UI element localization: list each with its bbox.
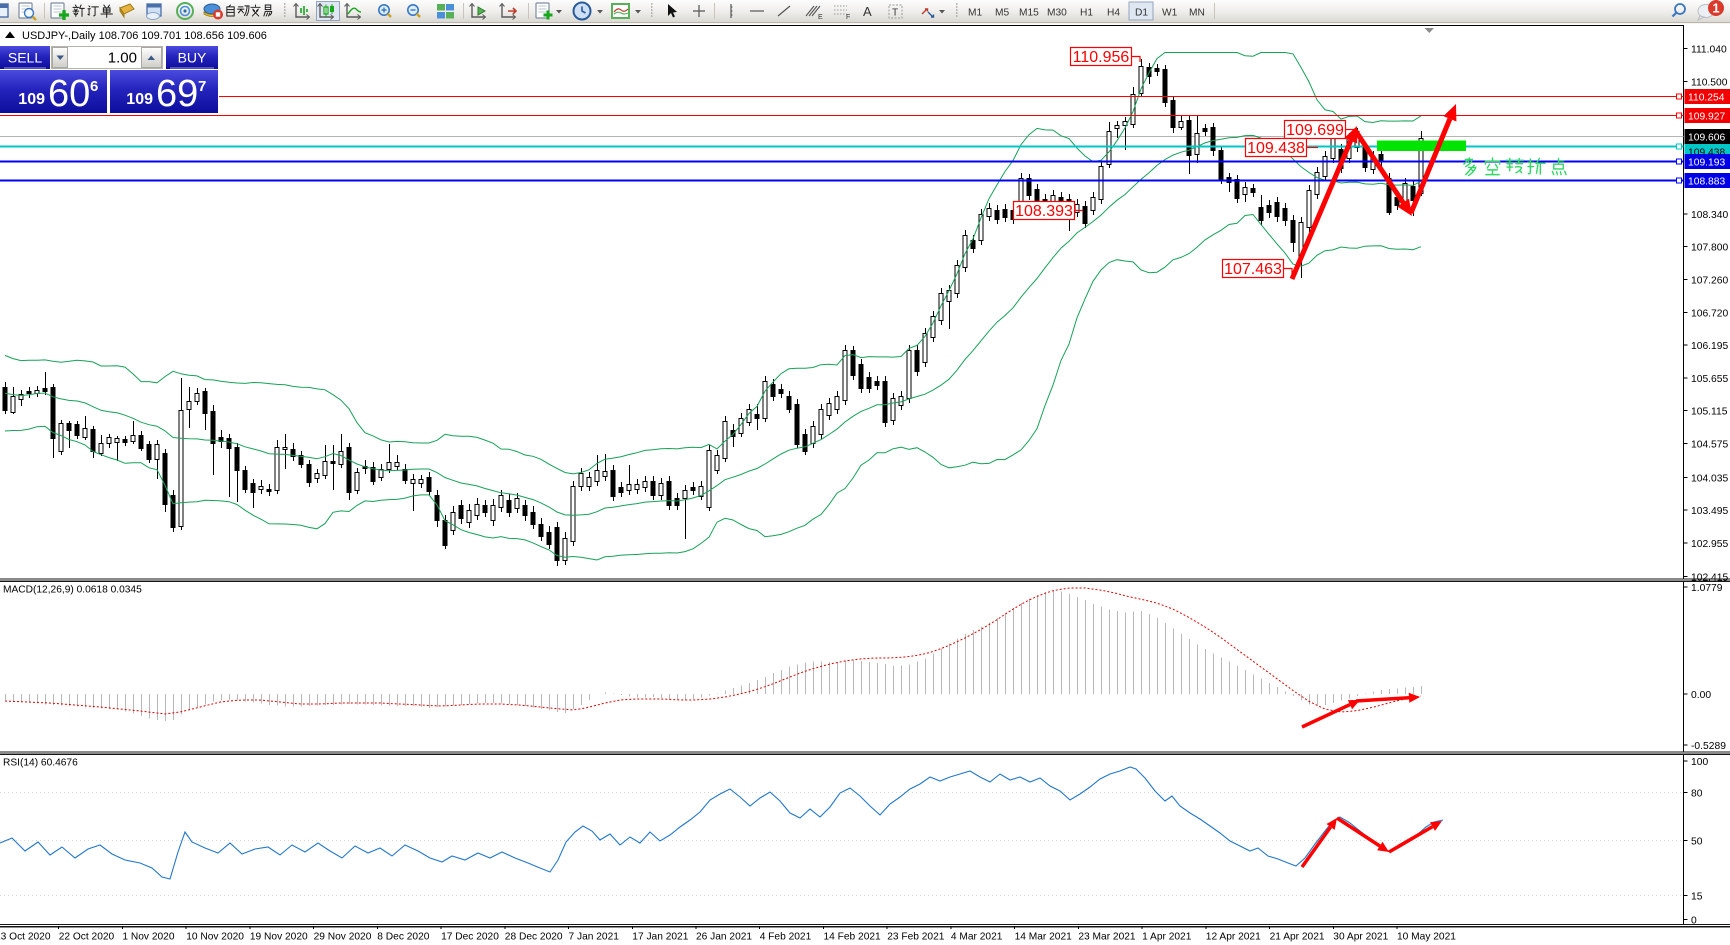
svg-text:W1: W1 (1162, 8, 1178, 19)
svg-text:109.606: 109.606 (1688, 133, 1725, 144)
svg-text:106.720: 106.720 (1691, 309, 1728, 320)
svg-text:104.035: 104.035 (1691, 473, 1728, 484)
svg-text:108.340: 108.340 (1691, 210, 1728, 221)
svg-text:23 Feb 2021: 23 Feb 2021 (887, 932, 945, 943)
svg-text:4 Feb 2021: 4 Feb 2021 (760, 932, 812, 943)
svg-text:H1: H1 (1080, 8, 1093, 19)
svg-text:109.438: 109.438 (1247, 140, 1305, 157)
svg-text:106.195: 106.195 (1691, 341, 1728, 352)
svg-text:107.260: 107.260 (1691, 276, 1728, 287)
svg-text:T: T (892, 8, 898, 19)
svg-text:107.463: 107.463 (1224, 261, 1282, 278)
svg-text:105.655: 105.655 (1691, 374, 1728, 385)
svg-text:1.00: 1.00 (108, 50, 137, 67)
svg-text:109.438: 109.438 (1688, 148, 1725, 159)
svg-text:8 Dec 2020: 8 Dec 2020 (377, 932, 429, 943)
svg-text:108.393: 108.393 (1015, 203, 1073, 220)
svg-text:M1: M1 (968, 8, 982, 19)
svg-text:7 Jan 2021: 7 Jan 2021 (569, 932, 620, 943)
svg-text:6: 6 (90, 78, 98, 95)
svg-text:A: A (863, 4, 872, 19)
svg-text:26 Jan 2021: 26 Jan 2021 (696, 932, 752, 943)
svg-text:4 Mar 2021: 4 Mar 2021 (951, 932, 1003, 943)
svg-text:10 May 2021: 10 May 2021 (1397, 932, 1456, 943)
svg-text:108.883: 108.883 (1688, 177, 1725, 188)
svg-text:103.495: 103.495 (1691, 506, 1728, 517)
svg-text:D1: D1 (1135, 8, 1148, 19)
svg-text:80: 80 (1691, 789, 1703, 800)
svg-text:105.115: 105.115 (1691, 407, 1728, 418)
svg-text:15: 15 (1691, 892, 1703, 903)
svg-text:100: 100 (1691, 757, 1708, 768)
svg-text:MACD(12,26,9) 0.0618 0.0345: MACD(12,26,9) 0.0618 0.0345 (3, 585, 142, 596)
svg-text:1.0779: 1.0779 (1691, 583, 1723, 594)
svg-text:M30: M30 (1047, 8, 1067, 19)
svg-text:17 Dec 2020: 17 Dec 2020 (441, 932, 499, 943)
svg-text:69: 69 (156, 73, 198, 115)
svg-text:17 Jan 2021: 17 Jan 2021 (632, 932, 688, 943)
svg-text:110.500: 110.500 (1691, 78, 1728, 89)
svg-text:0.00: 0.00 (1691, 690, 1711, 701)
svg-text:BUY: BUY (178, 50, 207, 66)
svg-text:110.254: 110.254 (1688, 93, 1725, 104)
svg-text:21 Apr 2021: 21 Apr 2021 (1270, 932, 1325, 943)
svg-text:107.800: 107.800 (1691, 243, 1728, 254)
svg-text:1 Nov 2020: 1 Nov 2020 (122, 932, 174, 943)
svg-text:102.415: 102.415 (1691, 573, 1728, 584)
svg-text:-0.5289: -0.5289 (1691, 741, 1726, 752)
svg-text:MN: MN (1189, 8, 1205, 19)
svg-text:109: 109 (18, 91, 45, 108)
svg-text:F: F (846, 14, 850, 21)
svg-text:109: 109 (126, 91, 153, 108)
svg-text:50: 50 (1691, 837, 1703, 848)
svg-text:12 Apr 2021: 12 Apr 2021 (1206, 932, 1261, 943)
svg-text:13 Oct 2020: 13 Oct 2020 (0, 932, 51, 943)
svg-text:111.040: 111.040 (1691, 44, 1727, 55)
svg-text:SELL: SELL (8, 50, 42, 66)
svg-text:109.927: 109.927 (1688, 112, 1725, 123)
svg-text:7: 7 (198, 78, 206, 95)
svg-text:10 Nov 2020: 10 Nov 2020 (186, 932, 244, 943)
svg-text:22 Oct 2020: 22 Oct 2020 (59, 932, 115, 943)
svg-text:29 Nov 2020: 29 Nov 2020 (314, 932, 372, 943)
svg-text:M5: M5 (995, 8, 1009, 19)
svg-text:19 Nov 2020: 19 Nov 2020 (250, 932, 308, 943)
svg-text:H4: H4 (1107, 8, 1120, 19)
svg-text:1: 1 (1712, 1, 1719, 16)
svg-text:28 Dec 2020: 28 Dec 2020 (505, 932, 563, 943)
svg-text:RSI(14) 60.4676: RSI(14) 60.4676 (3, 758, 78, 769)
svg-text:60: 60 (48, 73, 90, 115)
svg-text:109.193: 109.193 (1688, 158, 1725, 169)
svg-text:14 Mar 2021: 14 Mar 2021 (1015, 932, 1073, 943)
svg-text:1 Apr 2021: 1 Apr 2021 (1142, 932, 1192, 943)
svg-text:109.699: 109.699 (1286, 122, 1344, 139)
svg-text:104.575: 104.575 (1691, 440, 1728, 451)
svg-text:USDJPY-,Daily 108.706 109.701: USDJPY-,Daily 108.706 109.701 108.656 10… (22, 30, 267, 42)
svg-text:0: 0 (1691, 916, 1697, 927)
svg-text:30 Apr 2021: 30 Apr 2021 (1333, 932, 1388, 943)
svg-text:14 Feb 2021: 14 Feb 2021 (824, 932, 882, 943)
svg-text:102.955: 102.955 (1691, 539, 1728, 550)
svg-text:110.956: 110.956 (1073, 49, 1130, 66)
svg-text:E: E (818, 14, 823, 21)
svg-text:M15: M15 (1019, 8, 1039, 19)
svg-text:23 Mar 2021: 23 Mar 2021 (1078, 932, 1136, 943)
